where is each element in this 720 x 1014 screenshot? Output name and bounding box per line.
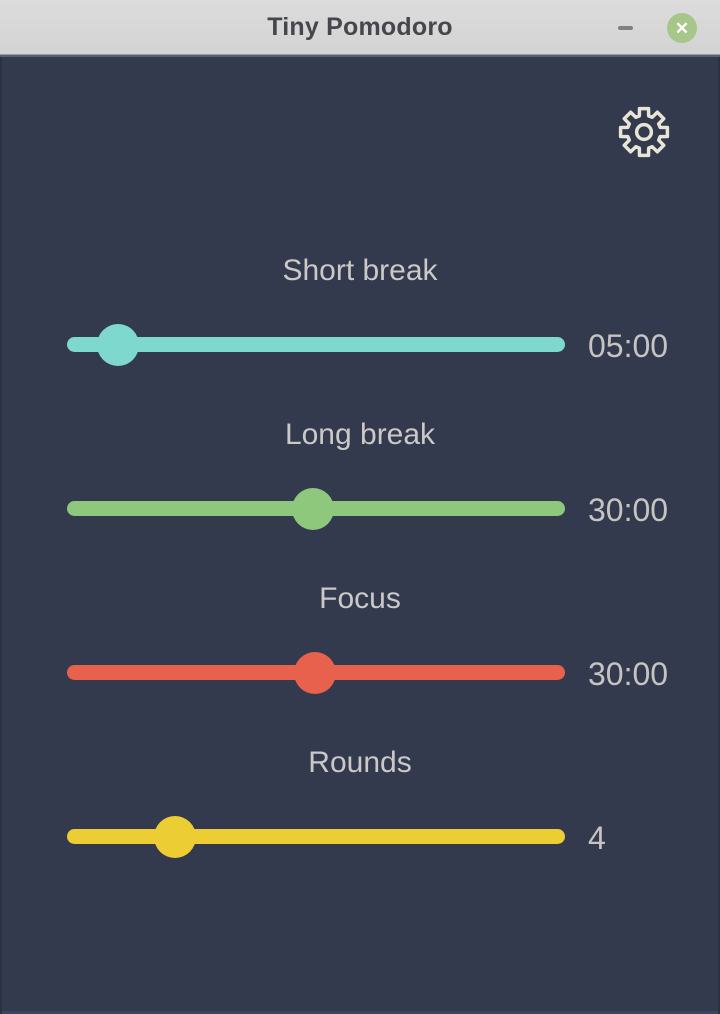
slider-row-short-break: Short break 05:00 bbox=[0, 254, 720, 384]
titlebar: Tiny Pomodoro ✕ bbox=[0, 0, 720, 57]
rounds-slider-handle[interactable] bbox=[154, 815, 197, 858]
slider-value: 30:00 bbox=[588, 492, 669, 528]
focus-slider-track[interactable] bbox=[67, 651, 565, 694]
slider-row-long-break: Long break 30:00 bbox=[0, 418, 720, 548]
slider-value: 05:00 bbox=[588, 328, 669, 364]
slider-row-rounds: Rounds 4 bbox=[0, 746, 720, 876]
close-icon: ✕ bbox=[674, 18, 690, 38]
minimize-icon bbox=[617, 26, 633, 30]
slider-label: Short break bbox=[282, 254, 438, 287]
slider-label: Rounds bbox=[308, 746, 412, 779]
minimize-button[interactable] bbox=[609, 13, 641, 43]
close-button[interactable]: ✕ bbox=[667, 13, 697, 43]
slider-label: Focus bbox=[319, 582, 401, 615]
gear-icon bbox=[618, 106, 670, 158]
short-break-slider-track[interactable] bbox=[67, 323, 565, 366]
focus-slider-handle[interactable] bbox=[294, 651, 336, 694]
window-title: Tiny Pomodoro bbox=[267, 13, 453, 41]
long-break-slider-track[interactable] bbox=[67, 487, 565, 530]
slider-label: Long break bbox=[284, 418, 436, 451]
slider-row-focus: Focus 30:00 bbox=[0, 582, 720, 712]
long-break-slider-handle[interactable] bbox=[292, 487, 334, 530]
slider-value: 4 bbox=[588, 820, 606, 856]
slider-value: 30:00 bbox=[588, 656, 669, 692]
settings-button[interactable] bbox=[618, 106, 670, 158]
rounds-slider-track[interactable] bbox=[67, 815, 565, 858]
short-break-slider-handle[interactable] bbox=[96, 323, 139, 366]
